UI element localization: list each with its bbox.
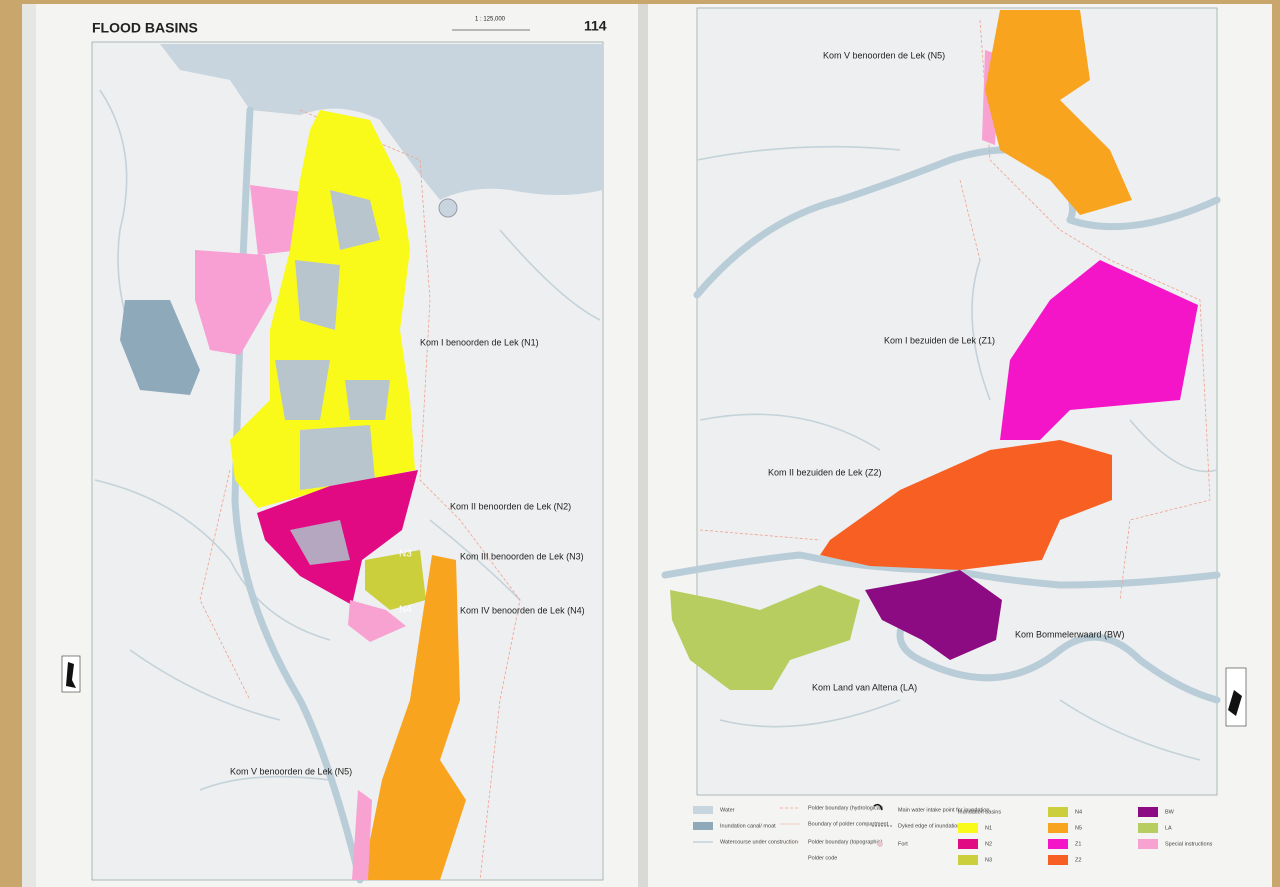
basin-la xyxy=(670,585,860,690)
basin-n4 xyxy=(348,600,406,642)
basin-label: Kom I bezuiden de Lek (Z1) xyxy=(884,335,995,345)
legend-label: Water xyxy=(720,807,735,813)
legend-label: BW xyxy=(1165,809,1175,815)
legend-label: Polder code xyxy=(808,855,837,861)
legend-label: Watercourse under construction xyxy=(720,839,798,845)
page-title: FLOOD BASINS xyxy=(92,20,198,36)
legend-label: Z1 xyxy=(1075,841,1081,847)
legend-label: N3 xyxy=(985,857,992,863)
legend-label: Inundation canal/ moat xyxy=(720,823,776,829)
legend-label: Boundary of polder compartment xyxy=(808,821,889,827)
basin-n5 xyxy=(362,555,466,880)
legend-label: N5 xyxy=(1075,825,1082,831)
basin-label: Kom II bezuiden de Lek (Z2) xyxy=(768,467,882,477)
basin-label: Kom III benoorden de Lek (N3) xyxy=(460,551,584,561)
map-code: N4 xyxy=(399,605,412,616)
legend-label: Main water intake point for inundation xyxy=(898,807,989,813)
page-number: 114 xyxy=(584,18,607,34)
legend-label: Special instructions xyxy=(1165,841,1213,847)
basin-n3 xyxy=(365,550,426,610)
page-edges xyxy=(22,4,36,887)
basin-n5 xyxy=(985,10,1132,215)
fort xyxy=(438,198,458,218)
legend-label: Fort xyxy=(898,841,908,847)
legend: Water Inundation canal/ moat Watercourse… xyxy=(693,803,1213,865)
map-code: N3 xyxy=(399,549,412,560)
basin-label: Kom I benoorden de Lek (N1) xyxy=(420,337,539,347)
basin-z1 xyxy=(1000,260,1198,440)
legend-label: Polder boundary (topographic) xyxy=(808,839,882,845)
legend-label: N1 xyxy=(985,825,992,831)
legend-label: Polder boundary (hydrological) xyxy=(808,805,883,811)
legend-label: LA xyxy=(1165,825,1172,831)
map-scale: 1 : 125,000 xyxy=(475,17,506,23)
basin-label: Kom IV benoorden de Lek (N4) xyxy=(460,605,585,615)
legend-label: Dyked edge of inundation field xyxy=(898,823,972,829)
basin-label: Kom II benoorden de Lek (N2) xyxy=(450,501,571,511)
basin-label: Kom V benoorden de Lek (N5) xyxy=(230,766,352,776)
legend-label: N2 xyxy=(985,841,992,847)
right-map xyxy=(661,7,1247,796)
basin-label: Kom V benoorden de Lek (N5) xyxy=(823,50,945,60)
basin-special xyxy=(195,185,325,355)
inundation-field xyxy=(120,300,200,395)
basin-label: Kom Land van Altena (LA) xyxy=(812,682,917,692)
legend-heading: Inundation basins xyxy=(958,809,1001,815)
legend-label: N4 xyxy=(1075,809,1082,815)
left-map xyxy=(61,41,604,884)
basin-label: Kom Bommelerwaard (BW) xyxy=(1015,629,1125,639)
legend-label: Z2 xyxy=(1075,857,1081,863)
basin-z2 xyxy=(820,440,1112,570)
basin-bw xyxy=(865,570,1002,660)
gutter xyxy=(638,4,648,887)
